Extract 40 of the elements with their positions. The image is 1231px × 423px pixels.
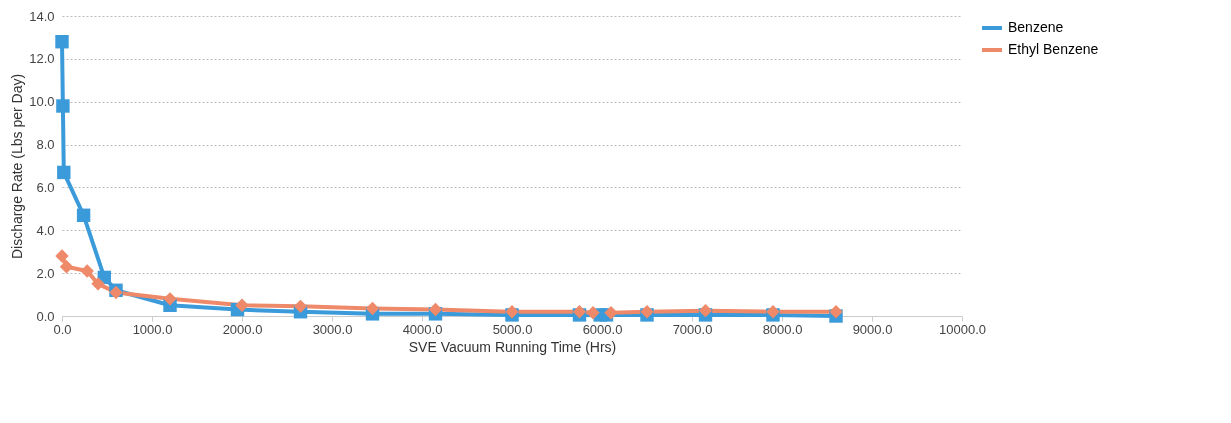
point	[55, 35, 69, 49]
x-axis-title: SVE Vacuum Running Time (Hrs)	[408, 338, 617, 355]
point	[91, 277, 105, 291]
y-tick-label: 0.0	[36, 308, 55, 324]
x-tick-label: 7000.0	[672, 321, 713, 337]
point	[586, 306, 600, 320]
legend-label: Benzene	[1008, 19, 1064, 35]
point	[235, 298, 249, 312]
x-tick-label: 5000.0	[492, 321, 533, 337]
point	[365, 301, 380, 316]
point	[59, 260, 74, 274]
y-tick-label: 12.0	[29, 51, 55, 67]
y-tick-label: 2.0	[36, 265, 55, 281]
point	[698, 303, 713, 318]
point	[428, 302, 443, 317]
y-tick-label: 10.0	[29, 94, 55, 110]
y-tick-label: 8.0	[36, 137, 55, 153]
point	[56, 99, 70, 113]
x-tick-label: 10000.0	[939, 321, 986, 337]
x-tick-label: 6000.0	[582, 321, 623, 337]
y-tick-label: 14.0	[29, 8, 55, 24]
y-tick-label: 6.0	[36, 179, 55, 195]
point	[163, 292, 177, 306]
legend-label: Ethyl Benzene	[1008, 41, 1099, 57]
point	[80, 264, 94, 278]
x-tick-label: 9000.0	[852, 321, 893, 337]
y-axis-title: Discharge Rate (Lbs per Day)	[9, 73, 26, 260]
x-tick-label: 2000.0	[222, 321, 263, 337]
point	[57, 165, 71, 180]
x-tick-label: 4000.0	[402, 321, 443, 337]
point	[55, 249, 69, 263]
point	[604, 306, 618, 320]
x-tick-label: 3000.0	[312, 321, 353, 337]
y-tick-label: 4.0	[36, 222, 55, 238]
x-tick-label: 8000.0	[762, 321, 803, 337]
point	[829, 305, 843, 319]
x-tick-label: 0.0	[53, 321, 72, 337]
x-tick-label: 1000.0	[132, 321, 173, 337]
point	[76, 208, 91, 222]
point	[293, 299, 308, 314]
